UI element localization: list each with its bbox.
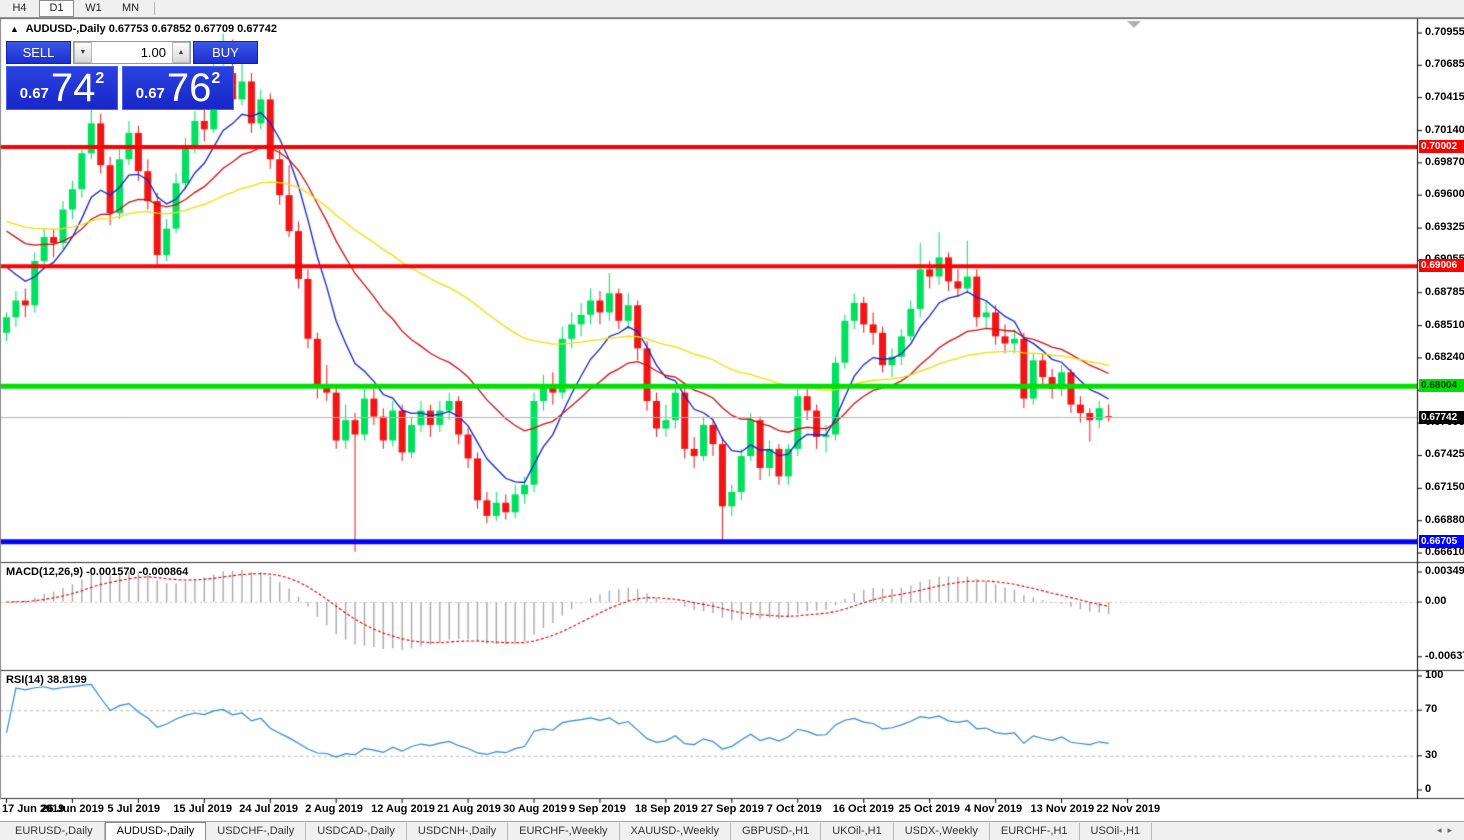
time-axis-label: 21 Aug 2019 bbox=[437, 803, 501, 815]
price-level-badge: 0.70002 bbox=[1419, 140, 1464, 154]
price-level-badge: 0.66705 bbox=[1419, 534, 1464, 548]
sell-price-prefix: 0.67 bbox=[19, 85, 49, 102]
tab-eurchf-h1[interactable]: EURCHF-,H1 bbox=[990, 823, 1080, 840]
price-axis-label: 0.70955 bbox=[1425, 26, 1464, 38]
buy-price-pip: 2 bbox=[211, 70, 221, 87]
time-axis-label: 27 Sep 2019 bbox=[700, 803, 764, 815]
price-axis-label: 0.67425 bbox=[1425, 448, 1464, 461]
tab-eurchf-weekly[interactable]: EURCHF-,Weekly bbox=[508, 823, 620, 840]
time-axis-label: 9 Sep 2019 bbox=[568, 803, 626, 815]
price-axis-label: 0.67150 bbox=[1425, 481, 1464, 494]
rsi-axis-label: 70 bbox=[1425, 703, 1438, 716]
macd-indicator-label: MACD(12,26,9) -0.001570 -0.000864 bbox=[6, 566, 189, 578]
price-level-badge: 0.67742 bbox=[1419, 410, 1464, 424]
tab-usdcnh-daily[interactable]: USDCNH-,Daily bbox=[407, 823, 509, 840]
buy-price-main: 76 bbox=[166, 66, 212, 110]
buy-price-prefix: 0.67 bbox=[135, 85, 165, 102]
time-axis-label: 26 Jun 2019 bbox=[41, 803, 104, 815]
price-axis-label: 0.68785 bbox=[1425, 285, 1464, 298]
rsi-indicator-label: RSI(14) 38.8199 bbox=[6, 674, 87, 686]
rsi-axis-label: 30 bbox=[1425, 748, 1438, 761]
macd-axis-label: -0.00637 bbox=[1425, 649, 1464, 662]
price-axis-label: 0.69325 bbox=[1425, 221, 1464, 234]
volume-spinner: ▼ ▲ bbox=[73, 41, 191, 64]
time-axis-label: 13 Nov 2019 bbox=[1030, 803, 1095, 815]
tab-eurusd-daily[interactable]: EURUSD-,Daily bbox=[4, 823, 105, 840]
tab-usoil-h1[interactable]: USOil-,H1 bbox=[1080, 823, 1153, 840]
time-axis-label: 17 Jun 2019 bbox=[2, 803, 65, 815]
sell-price-box[interactable]: 0.67 74 2 bbox=[6, 66, 118, 110]
volume-increase-button[interactable]: ▲ bbox=[172, 42, 190, 63]
price-axis-label: 0.66880 bbox=[1425, 513, 1464, 526]
time-axis-label: 5 Jul 2019 bbox=[107, 803, 160, 815]
volume-input[interactable] bbox=[92, 42, 172, 63]
time-axis-label: 18 Sep 2019 bbox=[634, 803, 698, 815]
price-axis-label: 0.68510 bbox=[1425, 318, 1464, 331]
sell-button[interactable]: SELL bbox=[6, 41, 71, 64]
tab-usdcad-daily[interactable]: USDCAD-,Daily bbox=[306, 823, 407, 840]
sell-price-pip: 2 bbox=[95, 70, 105, 87]
tab-scroll-arrows[interactable]: ◂▸ bbox=[1437, 825, 1458, 836]
volume-decrease-button[interactable]: ▼ bbox=[74, 42, 92, 63]
macd-axis-label: 0.00349 bbox=[1425, 564, 1464, 577]
buy-button[interactable]: BUY bbox=[193, 41, 258, 64]
tab-usdx-weekly[interactable]: USDX-,Weekly bbox=[894, 823, 990, 840]
price-axis-label: 0.68240 bbox=[1425, 350, 1464, 363]
time-axis-label: 22 Nov 2019 bbox=[1096, 803, 1161, 815]
time-axis-label: 7 Oct 2019 bbox=[766, 803, 822, 815]
price-axis-label: 0.69870 bbox=[1425, 155, 1464, 168]
time-axis-label: 15 Jul 2019 bbox=[173, 803, 233, 815]
time-axis-label: 25 Oct 2019 bbox=[898, 803, 960, 815]
time-axis-label: 24 Jul 2019 bbox=[239, 803, 298, 815]
time-axis-label: 30 Aug 2019 bbox=[503, 803, 567, 815]
tab-xauusd-weekly[interactable]: XAUUSD-,Weekly bbox=[620, 823, 731, 840]
price-axis-label: 0.66610 bbox=[1425, 546, 1464, 558]
rsi-axis-label: 0 bbox=[1425, 783, 1432, 795]
sell-price-main: 74 bbox=[50, 66, 96, 110]
price-axis-label: 0.70140 bbox=[1425, 123, 1464, 136]
time-axis-label: 16 Oct 2019 bbox=[832, 803, 894, 815]
buy-price-box[interactable]: 0.67 76 2 bbox=[122, 66, 234, 110]
chart-title: ▲ AUDUSD-,Daily 0.67753 0.67852 0.67709 … bbox=[10, 23, 277, 35]
one-click-trade-panel: SELL ▼ ▲ BUY 0.67 74 2 0.67 76 2 bbox=[6, 41, 258, 110]
price-axis-label: 0.70685 bbox=[1425, 58, 1464, 71]
price-axis-label: 0.69600 bbox=[1425, 188, 1464, 201]
chart-tab-bar: EURUSD-,Daily AUDUSD-,Daily USDCHF-,Daily U… bbox=[0, 821, 1464, 840]
chart-ohlc-values: 0.67753 0.67852 0.67709 0.67742 bbox=[108, 23, 277, 35]
tab-ukoil-h1[interactable]: UKOil-,H1 bbox=[821, 823, 894, 840]
macd-axis-label: 0.00 bbox=[1425, 595, 1447, 607]
tab-audusd-daily[interactable]: AUDUSD-,Daily bbox=[104, 822, 207, 840]
tab-gbpusd-h1[interactable]: GBPUSD-,H1 bbox=[731, 823, 822, 840]
price-level-badge: 0.69006 bbox=[1419, 259, 1464, 273]
rsi-axis-label: 100 bbox=[1425, 669, 1444, 681]
tab-scroll-right-icon[interactable]: ▸ bbox=[1447, 825, 1458, 835]
tab-usdchf-daily[interactable]: USDCHF-,Daily bbox=[206, 823, 307, 840]
time-axis-label: 4 Nov 2019 bbox=[964, 803, 1023, 815]
chart-symbol-label: AUDUSD-,Daily bbox=[25, 23, 106, 35]
price-level-badge: 0.68004 bbox=[1419, 379, 1464, 393]
tab-scroll-left-icon[interactable]: ◂ bbox=[1436, 825, 1448, 835]
time-axis-label: 2 Aug 2019 bbox=[305, 803, 363, 815]
time-axis-label: 12 Aug 2019 bbox=[371, 803, 435, 815]
price-axis-label: 0.70415 bbox=[1425, 90, 1464, 103]
collapse-panel-icon[interactable]: ▲ bbox=[10, 24, 19, 34]
